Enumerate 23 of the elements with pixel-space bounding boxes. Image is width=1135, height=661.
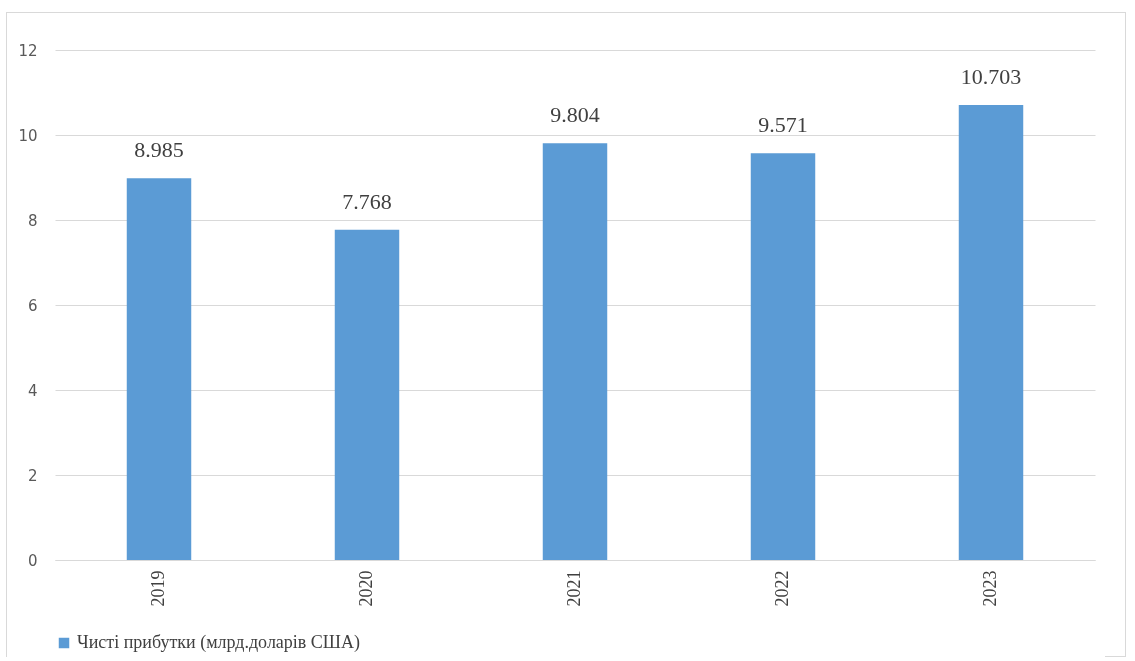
data-label: 10.703: [960, 64, 1022, 90]
bar: [542, 143, 608, 560]
y-tick-label: 12: [18, 41, 38, 60]
bar: [958, 105, 1024, 560]
data-label: 7.768: [342, 188, 392, 214]
y-tick-label: 4: [27, 381, 38, 400]
y-tick-label: 10: [18, 126, 38, 145]
data-label: 9.804: [550, 102, 600, 128]
y-tick-label: 6: [27, 296, 38, 315]
data-label: 8.985: [134, 137, 184, 163]
x-tick-label: 2022: [772, 570, 792, 607]
bar: [750, 153, 816, 560]
x-tick-label: 2023: [980, 570, 1000, 607]
legend-label: Чисті прибутки (млрд.доларів США): [77, 632, 361, 653]
data-label: 9.571: [758, 112, 808, 138]
bar: [126, 178, 192, 560]
x-tick-label: 2019: [148, 570, 168, 607]
bar: [334, 229, 400, 560]
y-tick-label: 8: [27, 211, 38, 230]
y-tick-label: 0: [27, 551, 38, 570]
x-tick-label: 2021: [564, 570, 584, 607]
y-tick-label: 2: [27, 466, 38, 485]
x-tick-label: 2020: [356, 570, 376, 607]
